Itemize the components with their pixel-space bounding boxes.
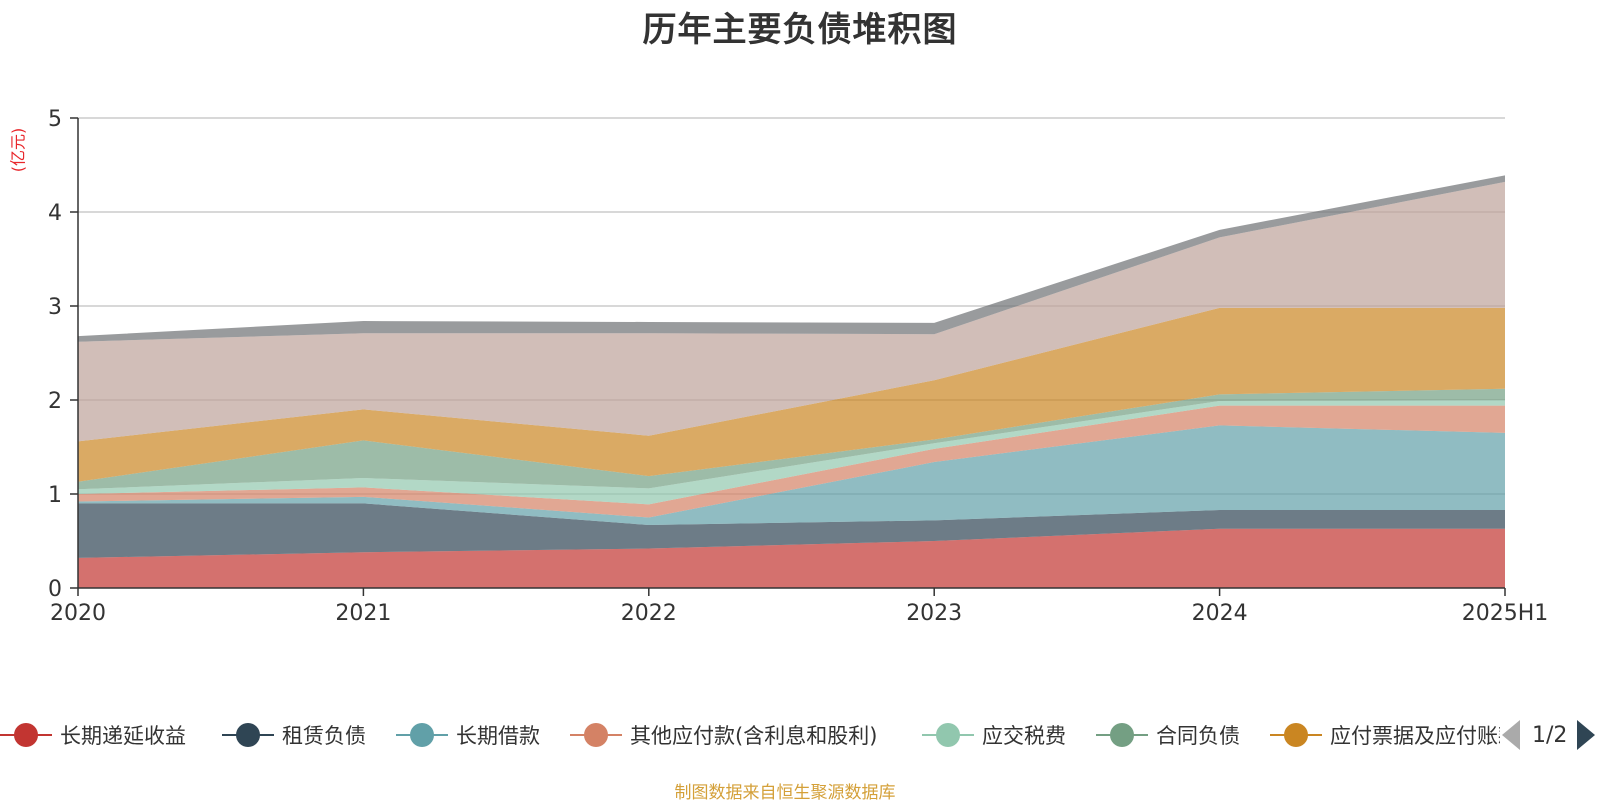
- legend-marker-icon: [1096, 718, 1148, 752]
- legend-dot: [1284, 723, 1308, 747]
- legend-marker-icon: [1270, 718, 1322, 752]
- y-tick-label: 3: [48, 295, 62, 320]
- legend-item[interactable]: 长期借款: [396, 718, 540, 752]
- stacked-area-chart: 0 1 2 3 4 5 2020 2021 2022 2023 2024 2025H1: [48, 107, 1549, 626]
- x-tick-label: 2020: [50, 601, 106, 626]
- chart-legend: 长期递延收益 租赁负债 长期借款 其他应付款(含利息和股利) 应交税费 合同负债 应付票据及…: [0, 718, 1500, 752]
- legend-item[interactable]: 长期递延收益: [0, 718, 186, 752]
- legend-dot: [584, 723, 608, 747]
- area-series-2: [78, 425, 1505, 526]
- y-tick-label: 5: [48, 107, 62, 132]
- legend-item[interactable]: 合同负债: [1096, 718, 1240, 752]
- y-tick-label: 2: [48, 389, 62, 414]
- legend-dot: [410, 723, 434, 747]
- legend-marker-icon: [922, 718, 974, 752]
- legend-prev-page-icon[interactable]: [1502, 720, 1520, 750]
- legend-item[interactable]: 租赁负债: [222, 718, 366, 752]
- legend-label: 其他应付款(含利息和股利): [630, 724, 878, 748]
- legend-item[interactable]: 应交税费: [922, 718, 1066, 752]
- chart-title: 历年主要负债堆积图: [642, 10, 958, 50]
- legend-marker-icon: [570, 718, 622, 752]
- data-source-note: 制图数据来自恒生聚源数据库: [674, 783, 896, 803]
- x-tick-label: 2021: [335, 601, 391, 626]
- area-series-7: [78, 181, 1505, 442]
- x-tick-label: 2024: [1192, 601, 1248, 626]
- legend-dot: [936, 723, 960, 747]
- area-series-1: [78, 503, 1505, 558]
- legend-marker-icon: [396, 718, 448, 752]
- legend-marker-icon: [0, 718, 52, 752]
- legend-label: 租赁负债: [282, 724, 366, 748]
- y-tick-label: 4: [48, 201, 62, 226]
- area-series-0: [78, 528, 1505, 588]
- y-tick-label: 0: [48, 577, 62, 602]
- legend-marker-icon: [222, 718, 274, 752]
- legend-item[interactable]: 应付票据及应付账款: [1270, 718, 1500, 752]
- legend-next-page-icon[interactable]: [1577, 720, 1596, 750]
- legend-label: 长期借款: [456, 724, 540, 748]
- legend-label: 长期递延收益: [60, 724, 186, 748]
- legend-label: 应付票据及应付账款: [1330, 724, 1500, 748]
- legend-dot: [14, 723, 38, 747]
- legend-item[interactable]: 其他应付款(含利息和股利): [570, 718, 877, 752]
- x-tick-label: 2022: [621, 601, 677, 626]
- legend-dot: [1110, 723, 1134, 747]
- x-tick-label: 2025H1: [1462, 601, 1549, 626]
- area-series-3: [78, 405, 1505, 518]
- legend-dot: [236, 723, 260, 747]
- y-tick-label: 1: [48, 483, 62, 508]
- legend-page-indicator: 1/2: [1532, 722, 1568, 748]
- area-series-5: [78, 388, 1505, 490]
- legend-pager: 1/2: [1500, 718, 1600, 752]
- legend-label: 应交税费: [982, 724, 1066, 748]
- area-series-6: [78, 307, 1505, 482]
- x-tick-label: 2023: [906, 601, 962, 626]
- legend-label: 合同负债: [1156, 724, 1240, 748]
